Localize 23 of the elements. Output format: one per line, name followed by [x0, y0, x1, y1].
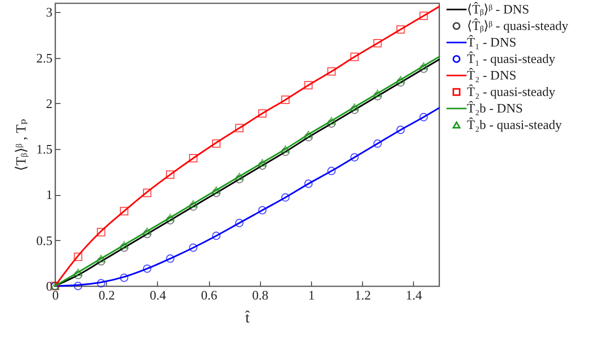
legend-label: T̂₂ - DNS — [467, 66, 516, 82]
legend-label: T̂₁ - DNS — [467, 34, 516, 50]
legend-label: T̂₁ - quasi-steady — [467, 50, 556, 66]
y-tick-label: 1 — [46, 187, 52, 202]
y-tick-label: 0.5 — [36, 232, 52, 248]
legend-label: T̂₂b - quasi-steady — [467, 116, 562, 132]
legend-label: ⟨T̂ᵦ⟩ᵝ - DNS — [467, 0, 530, 16]
x-tick-label: 1.2 — [354, 288, 371, 302]
legend-label: T̂₂ - quasi-steady — [467, 83, 556, 99]
x-axis-title: t̂ — [244, 310, 250, 326]
y-tick-label: 2 — [46, 96, 52, 111]
y-axis-title: ⟨Tᵦ⟩ᵝ , Tₚ — [14, 118, 30, 172]
y-tick-label: 3 — [46, 4, 52, 20]
x-tick-label: 0.6 — [200, 288, 218, 302]
x-tick-label: 0.8 — [252, 288, 268, 302]
x-tick-label: 0.4 — [150, 288, 167, 302]
x-tick-label: 1 — [308, 288, 315, 302]
legend-label: ⟨T̂ᵦ⟩ᵝ - quasi-steady — [467, 17, 569, 33]
y-tick-label: 2.5 — [36, 50, 52, 66]
legend-label: T̂₂b - DNS — [467, 100, 523, 116]
y-tick-label: 1.5 — [36, 142, 52, 157]
x-tick-label: 0.2 — [98, 288, 115, 302]
x-tick-label: 1.4 — [406, 288, 423, 302]
